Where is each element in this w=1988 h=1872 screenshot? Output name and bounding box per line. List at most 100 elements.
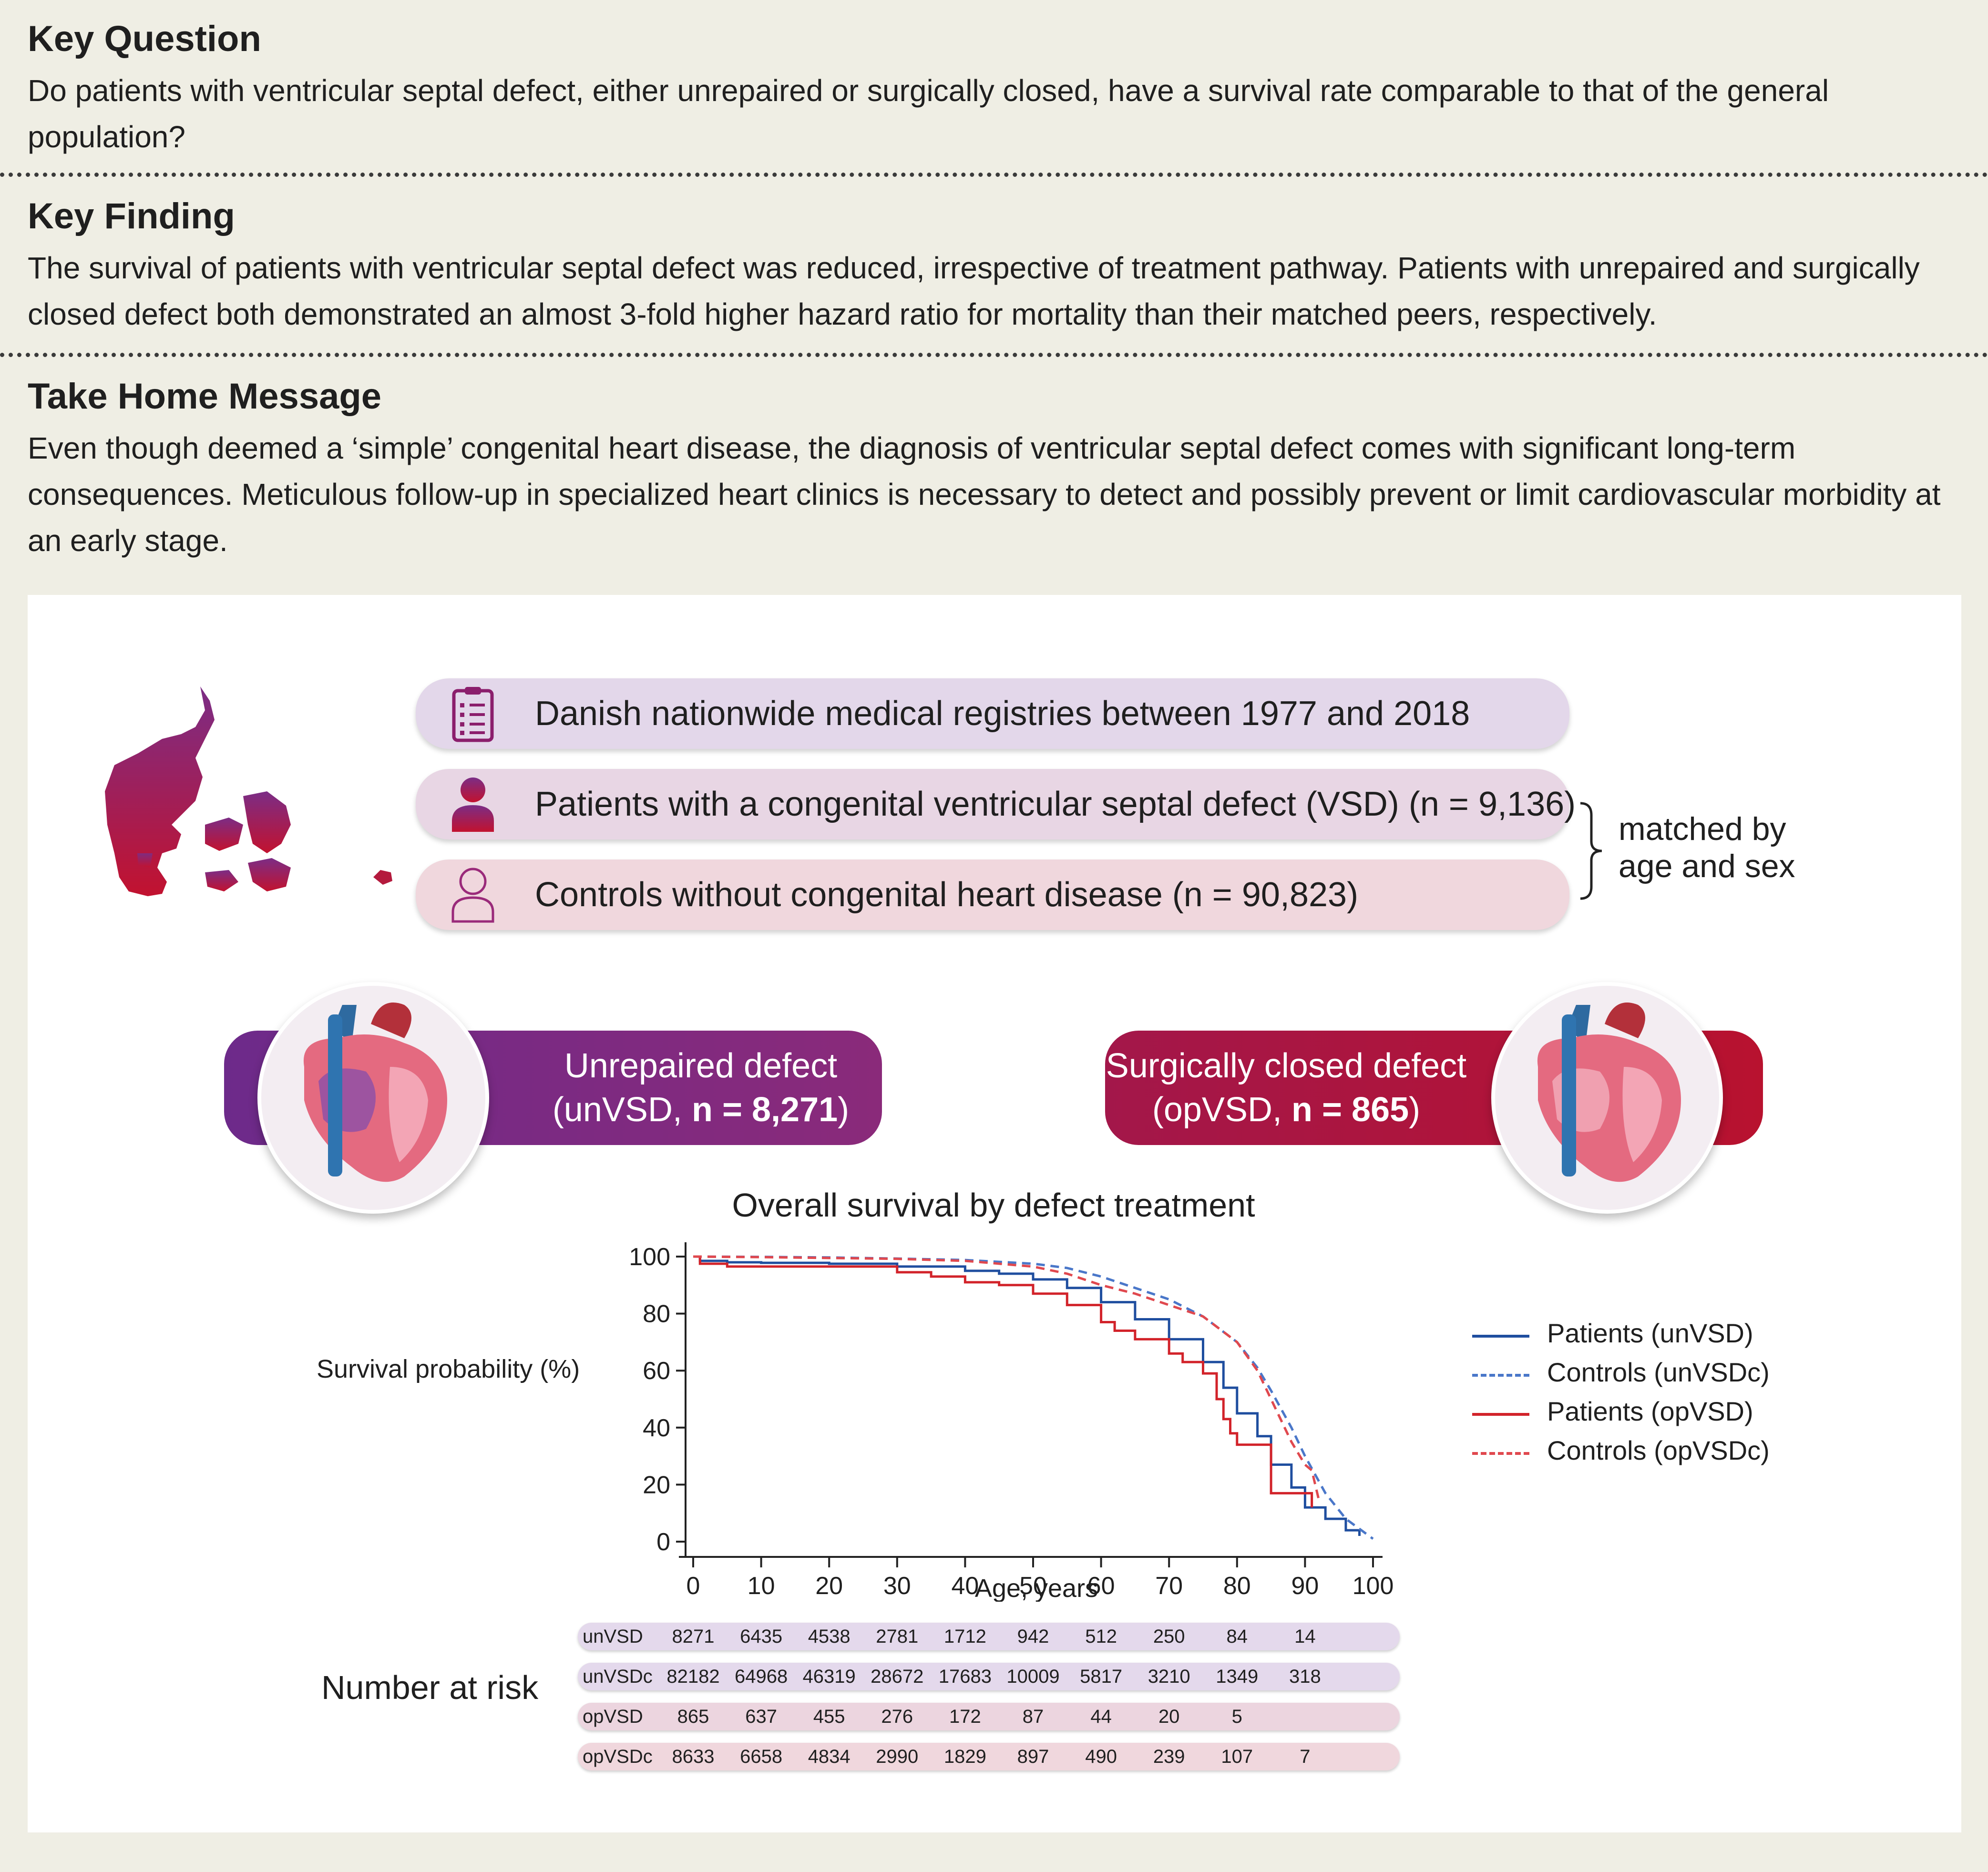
y-tick-label: 80 xyxy=(643,1300,670,1328)
key-finding-section: Key Finding The survival of patients wit… xyxy=(28,196,1954,338)
y-tick-label: 60 xyxy=(643,1357,670,1385)
risk-cell: 1349 xyxy=(1216,1666,1259,1687)
x-axis-label: Age, years xyxy=(975,1574,1098,1602)
risk-cell: 10009 xyxy=(1006,1666,1060,1687)
unrepaired-heart-icon xyxy=(257,982,489,1214)
legend-swatch xyxy=(1472,1374,1529,1377)
y-tick-label: 100 xyxy=(629,1243,670,1271)
risk-row-bar xyxy=(578,1703,1400,1730)
risk-cell: 3210 xyxy=(1148,1666,1190,1687)
risk-cell: 239 xyxy=(1153,1746,1185,1767)
risk-row-label: unVSD xyxy=(583,1626,643,1647)
key-question-section: Key Question Do patients with ventricula… xyxy=(28,19,1954,160)
risk-cell: 6658 xyxy=(740,1746,783,1767)
divider xyxy=(0,353,1988,357)
patients-text: Patients with a congenital ventricular s… xyxy=(535,785,1576,823)
risk-cell: 107 xyxy=(1221,1746,1253,1767)
matched-label-line1: matched by xyxy=(1619,811,1786,847)
legend-swatch xyxy=(1472,1335,1529,1338)
risk-cell: 84 xyxy=(1226,1626,1248,1647)
legend-swatch xyxy=(1472,1413,1529,1416)
take-home-section: Take Home Message Even though deemed a ‘… xyxy=(28,377,1954,564)
y-axis-label: Survival probability (%) xyxy=(317,1355,580,1383)
x-tick-label: 20 xyxy=(815,1572,843,1600)
risk-cell: 250 xyxy=(1153,1626,1185,1647)
risk-cell: 637 xyxy=(745,1706,777,1727)
x-tick-label: 30 xyxy=(883,1572,911,1600)
key-question-text: Do patients with ventricular septal defe… xyxy=(28,73,1829,154)
take-home-text: Even though deemed a ‘simple’ congenital… xyxy=(28,430,1941,558)
denmark-map-icon xyxy=(105,686,291,896)
legend-label: Patients (opVSD) xyxy=(1547,1396,1753,1426)
risk-cell: 6435 xyxy=(740,1626,783,1647)
risk-cell: 5 xyxy=(1231,1706,1242,1727)
matched-label-line2: age and sex xyxy=(1619,848,1795,885)
key-finding-heading: Key Finding xyxy=(28,196,235,236)
legend-swatch xyxy=(1472,1452,1529,1455)
patient-person-icon xyxy=(444,769,502,839)
risk-cell: 14 xyxy=(1294,1626,1316,1647)
x-tick-label: 0 xyxy=(687,1572,700,1600)
controls-pill: Controls without congenital heart diseas… xyxy=(416,859,1569,930)
risk-cell: 7 xyxy=(1300,1746,1311,1767)
matched-label: matched by age and sex xyxy=(1619,810,1795,885)
risk-cell: 64968 xyxy=(734,1666,788,1687)
unrepaired-sub: (unVSD, n = 8,271) xyxy=(552,1091,850,1129)
bornholm-map-icon xyxy=(373,870,392,885)
risk-row-bar xyxy=(578,1743,1400,1770)
legend-label: Controls (unVSDc) xyxy=(1547,1357,1770,1387)
series-line-3 xyxy=(693,1255,1313,1508)
closed-sub: (opVSD, n = 865) xyxy=(1152,1091,1421,1129)
risk-cell: 8271 xyxy=(672,1626,715,1647)
risk-row-bar xyxy=(578,1663,1400,1690)
take-home-heading: Take Home Message xyxy=(28,376,382,417)
y-tick-label: 20 xyxy=(643,1471,670,1499)
risk-cell: 44 xyxy=(1090,1706,1112,1727)
risk-row-label: opVSD xyxy=(583,1706,643,1727)
risk-cell: 490 xyxy=(1085,1746,1117,1767)
x-tick-label: 70 xyxy=(1155,1572,1183,1600)
risk-cell: 1829 xyxy=(943,1746,986,1767)
risk-cell: 20 xyxy=(1158,1706,1180,1727)
risk-cell: 4834 xyxy=(808,1746,851,1767)
series-line-1 xyxy=(693,1255,1361,1536)
registry-source-pill: Danish nationwide medical registries bet… xyxy=(416,678,1569,749)
risk-cell: 87 xyxy=(1022,1706,1044,1727)
risk-row-bar xyxy=(578,1623,1400,1650)
key-question-heading: Key Question xyxy=(28,19,261,59)
risk-cell: 1712 xyxy=(943,1626,986,1647)
series-line-2 xyxy=(693,1255,1374,1540)
x-tick-label: 60 xyxy=(1087,1572,1115,1600)
unrepaired-title: Unrepaired defect xyxy=(564,1046,838,1085)
risk-row-label: unVSDc xyxy=(583,1666,653,1687)
risk-cell: 4538 xyxy=(808,1626,851,1647)
patients-pill: Patients with a congenital ventricular s… xyxy=(416,769,1576,839)
y-tick-label: 0 xyxy=(656,1528,670,1556)
risk-cell: 512 xyxy=(1085,1626,1117,1647)
risk-cell: 82182 xyxy=(666,1666,720,1687)
closed-title: Surgically closed defect xyxy=(1106,1046,1467,1085)
risk-cell: 897 xyxy=(1017,1746,1049,1767)
chart-title: Overall survival by defect treatment xyxy=(732,1187,1255,1224)
survival-chart: Overall survival by defect treatment Sur… xyxy=(317,1187,1394,1602)
risk-cell: 276 xyxy=(881,1706,913,1727)
x-tick-label: 80 xyxy=(1223,1572,1251,1600)
series-line-4 xyxy=(693,1255,1320,1499)
risk-table-label: Number at risk xyxy=(321,1669,539,1706)
y-tick-label: 40 xyxy=(643,1414,670,1442)
risk-cell: 2990 xyxy=(876,1746,919,1767)
control-person-icon xyxy=(444,859,502,930)
x-tick-label: 10 xyxy=(748,1572,775,1600)
legend-label: Patients (unVSD) xyxy=(1547,1318,1753,1348)
closed-heart-icon xyxy=(1491,982,1723,1214)
risk-cell: 46319 xyxy=(802,1666,856,1687)
risk-row-label: opVSDc xyxy=(583,1746,653,1767)
risk-cell: 318 xyxy=(1289,1666,1321,1687)
risk-cell: 17683 xyxy=(938,1666,992,1687)
brace-icon xyxy=(1580,802,1602,900)
legend-label: Controls (opVSDc) xyxy=(1547,1435,1770,1465)
divider xyxy=(0,173,1988,177)
registry-source-text: Danish nationwide medical registries bet… xyxy=(535,695,1470,733)
risk-cell: 28672 xyxy=(871,1666,924,1687)
key-finding-text: The survival of patients with ventricula… xyxy=(28,250,1920,331)
